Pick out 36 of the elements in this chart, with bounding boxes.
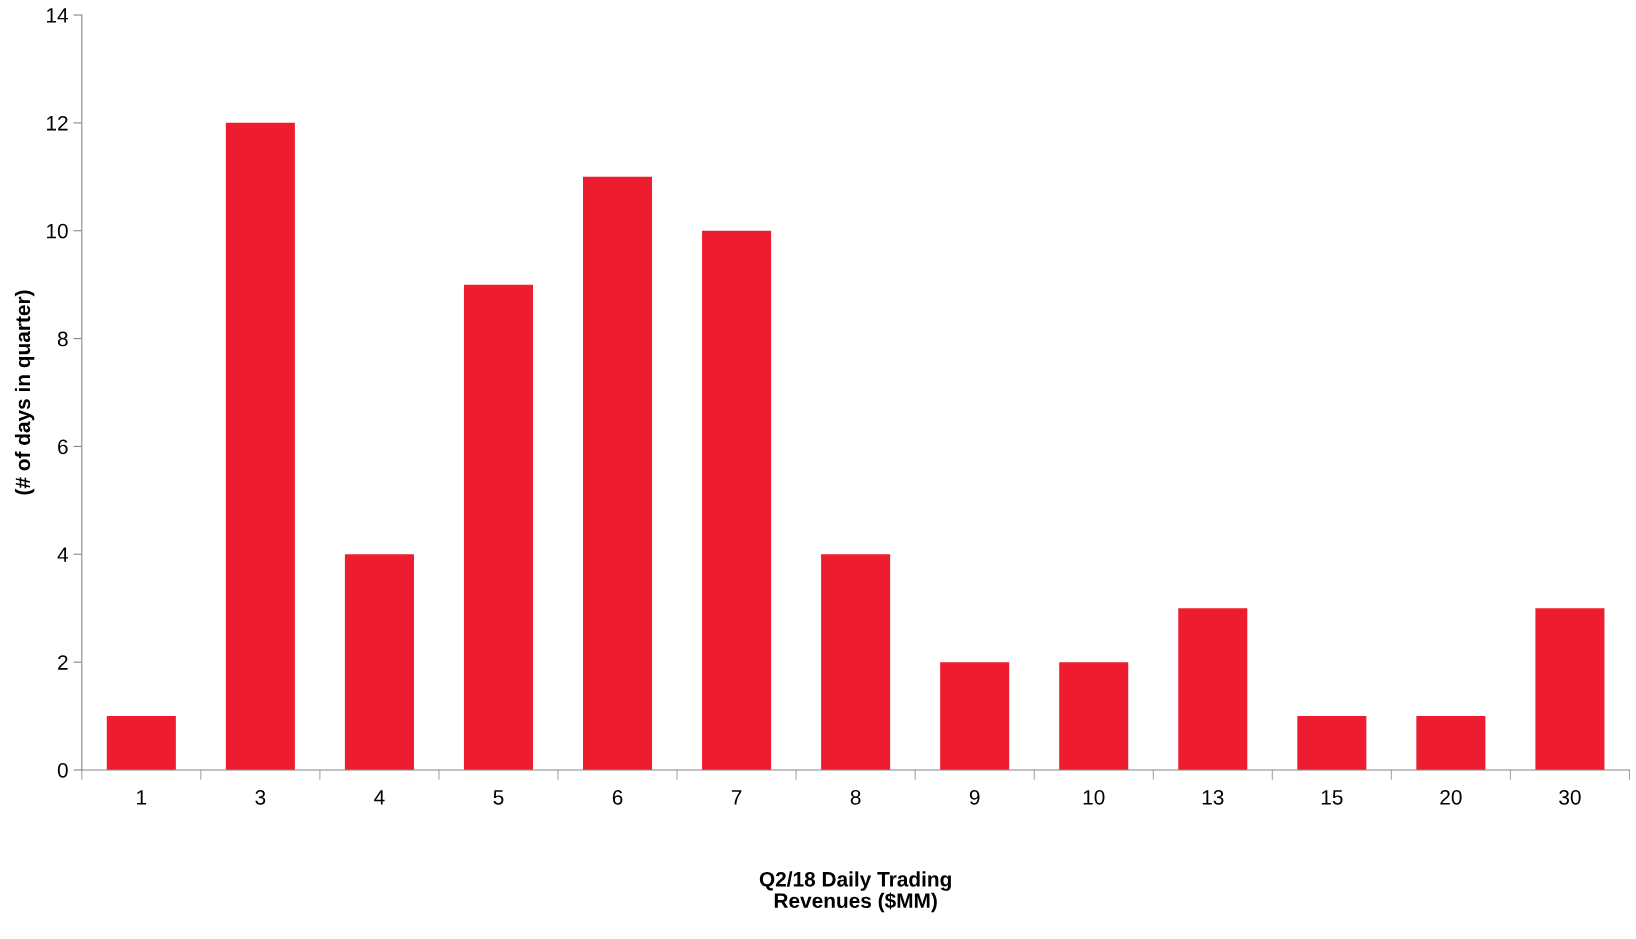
bar — [821, 554, 891, 770]
y-axis-title: (# of days in quarter) — [14, 290, 35, 495]
bar — [106, 716, 176, 770]
x-tick-label: 5 — [493, 790, 504, 805]
bar — [344, 554, 414, 770]
y-tick-label: 14 — [47, 8, 68, 23]
x-tick-label: 20 — [1440, 789, 1462, 805]
x-tick-label: 30 — [1559, 789, 1581, 805]
y-tick-label: 4 — [57, 547, 68, 562]
bar — [1059, 662, 1129, 770]
bar — [1416, 716, 1486, 770]
x-tick-label: 1 — [137, 790, 147, 805]
x-tick-label: 6 — [612, 789, 623, 805]
bar — [463, 284, 533, 770]
x-tick-label: 4 — [374, 790, 385, 805]
x-tick-label: 8 — [850, 789, 861, 805]
bar — [225, 122, 295, 770]
x-tick-label: 7 — [731, 790, 742, 805]
y-tick-label: 10 — [47, 223, 68, 239]
x-tick-label: 9 — [969, 789, 980, 805]
bar — [1535, 608, 1605, 770]
y-tick-label: 8 — [57, 331, 68, 347]
bar — [940, 662, 1010, 770]
x-tick-label: 3 — [255, 789, 266, 805]
y-tick-label: 2 — [58, 655, 68, 670]
bar — [583, 176, 653, 770]
x-tick-label: 13 — [1202, 789, 1224, 805]
x-axis-title: Q2/18 Daily Trading Revenues ($MM) — [759, 871, 951, 913]
x-tick-label: 10 — [1083, 789, 1105, 805]
bar — [1178, 608, 1248, 770]
x-tick-label: 15 — [1321, 790, 1343, 805]
y-tick-label: 0 — [57, 762, 68, 778]
y-tick-label: 12 — [47, 115, 68, 131]
bar — [1297, 716, 1367, 770]
y-tick-label: 6 — [58, 439, 68, 455]
bar — [702, 230, 772, 770]
